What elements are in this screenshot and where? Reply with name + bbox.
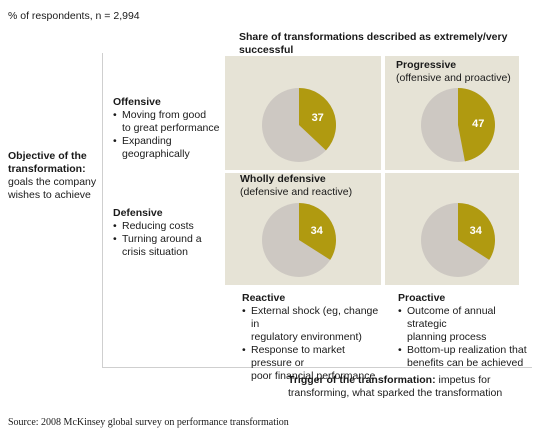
x-axis-subtitle: transforming, what sparked the transform… xyxy=(288,387,503,399)
wholly-defensive-sub: (defensive and reactive) xyxy=(240,186,353,198)
reactive-item: External shock (eg, change inregulatory … xyxy=(242,305,387,344)
pie-value-label: 34 xyxy=(470,225,483,237)
progressive-sub: (offensive and proactive) xyxy=(396,72,511,84)
pie-offensive-reactive: 37 xyxy=(262,88,336,162)
pie-value-slice xyxy=(458,88,495,162)
pie-defensive-proactive: 34 xyxy=(421,203,496,277)
source-note: Source: 2008 McKinsey global survey on p… xyxy=(8,417,289,428)
defensive-title: Defensive xyxy=(113,207,163,219)
proactive-title: Proactive xyxy=(398,292,446,304)
y-axis-title: Objective of the transformation: xyxy=(8,150,87,175)
pie-value-slice xyxy=(299,203,337,260)
pie-value-label: 37 xyxy=(312,112,324,124)
pie-value-slice xyxy=(299,88,336,151)
y-axis-line xyxy=(102,53,103,368)
trigger-proactive: Proactive Outcome of annual strategicpla… xyxy=(398,292,538,370)
objective-defensive: Defensive Reducing costs Turning around … xyxy=(113,207,223,259)
x-axis-title-rest: impetus for xyxy=(435,374,491,386)
label-progressive: Progressive (offensive and proactive) xyxy=(396,59,511,85)
progressive-title: Progressive xyxy=(396,59,457,71)
respondents-note: % of respondents, n = 2,994 xyxy=(8,10,140,22)
trigger-reactive: Reactive External shock (eg, change inre… xyxy=(242,292,387,383)
wholly-defensive-title: Wholly defensive xyxy=(240,173,326,185)
chart-title: Share of transformations described as ex… xyxy=(239,31,508,56)
x-axis-title-bold: Trigger of the transformation: xyxy=(288,374,436,386)
pie-offensive-proactive: 47 xyxy=(421,88,495,162)
pie-value-label: 34 xyxy=(311,225,324,237)
x-axis-title: Trigger of the transformation: impetus f… xyxy=(288,374,538,387)
y-axis-subtitle-1: goals the company xyxy=(8,176,97,188)
offensive-title: Offensive xyxy=(113,96,161,108)
label-wholly-defensive: Wholly defensive (defensive and reactive… xyxy=(240,173,352,199)
y-axis-subtitle-2: wishes to achieve xyxy=(8,189,91,201)
defensive-item: Reducing costs xyxy=(113,220,223,233)
pie-value-label: 47 xyxy=(472,118,484,130)
pie-value-slice xyxy=(458,203,496,260)
reactive-title: Reactive xyxy=(242,292,286,304)
pie-defensive-reactive: 34 xyxy=(262,203,337,277)
